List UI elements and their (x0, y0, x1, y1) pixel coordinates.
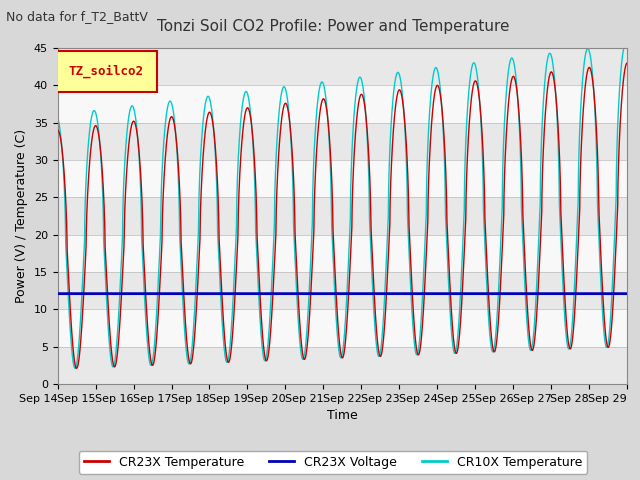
Bar (58, 235, 627, 272)
Bar (58, 48, 627, 85)
Text: No data for f_T2_BattV: No data for f_T2_BattV (6, 10, 148, 23)
X-axis label: Time: Time (327, 409, 358, 422)
FancyBboxPatch shape (55, 51, 157, 92)
Y-axis label: Power (V) / Temperature (C): Power (V) / Temperature (C) (15, 129, 28, 303)
Legend: CR23X Temperature, CR23X Voltage, CR10X Temperature: CR23X Temperature, CR23X Voltage, CR10X … (79, 451, 587, 474)
Bar (58, 197, 627, 235)
Bar (58, 347, 627, 384)
Bar (58, 85, 627, 123)
Bar (58, 160, 627, 197)
Bar (58, 309, 627, 347)
Bar (58, 272, 627, 309)
Bar (58, 123, 627, 160)
Text: TZ_soilco2: TZ_soilco2 (68, 65, 143, 78)
Text: Tonzi Soil CO2 Profile: Power and Temperature: Tonzi Soil CO2 Profile: Power and Temper… (157, 19, 509, 34)
